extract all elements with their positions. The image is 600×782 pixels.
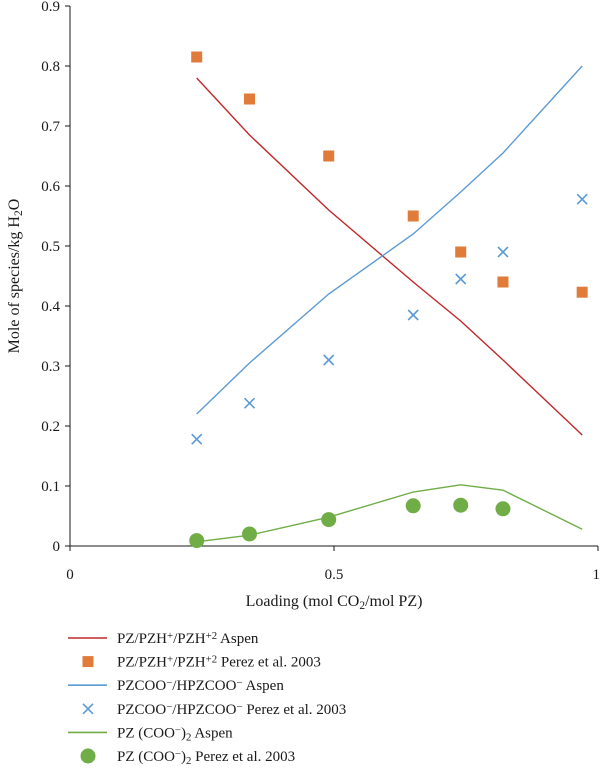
legend-item: PZ (COO−)2 Aspen (68, 724, 233, 743)
data-point (242, 526, 258, 542)
data-point (497, 246, 509, 258)
series-line (196, 77, 583, 436)
legend-item: PZ (COO−)2 Perez et al. 2003 (80, 748, 295, 767)
x-tick-label: 0 (66, 567, 74, 583)
data-point (576, 193, 588, 205)
legend-label: PZ/PZH+/PZH+2 Perez et al. 2003 (117, 653, 321, 670)
legend: PZ/PZH+/PZH+2 Aspen PZ/PZH+/PZH+2 Perez e… (68, 630, 346, 767)
y-tick-label: 0.3 (41, 359, 60, 375)
data-point (405, 498, 421, 514)
series-5 (189, 497, 511, 549)
data-point (243, 397, 256, 409)
data-point (189, 533, 205, 549)
y-tick-label: 0.2 (41, 419, 60, 435)
data-point (244, 93, 256, 105)
y-ticks: 0 0.1 0.2 0.3 0.4 0.5 0.6 0.7 0.8 0.9 (41, 0, 70, 555)
data-point (407, 210, 419, 222)
series-line (196, 65, 583, 415)
data-point (453, 497, 469, 513)
legend-label: PZ/PZH+/PZH+2 Aspen (117, 630, 259, 647)
legend-item: PZ/PZH+/PZH+2 Aspen (68, 630, 259, 647)
data-point (407, 309, 419, 321)
data-point (191, 433, 203, 445)
data-point (497, 276, 509, 288)
series-2 (196, 65, 583, 415)
data-point (455, 246, 467, 258)
x-tick-label: 0.5 (325, 567, 344, 583)
y-tick-label: 0.6 (41, 179, 60, 195)
data-point (495, 501, 511, 517)
data-point (455, 273, 467, 285)
legend-item: PZCOO−/HPZCOO− Aspen (68, 677, 284, 694)
legend-swatch (80, 748, 96, 764)
legend-label: PZCOO−/HPZCOO− Aspen (117, 677, 284, 694)
data-point (191, 51, 203, 63)
y-tick-label: 0.9 (41, 0, 60, 15)
data-point (323, 150, 335, 162)
data-point (323, 354, 335, 366)
x-tick-label: 1 (593, 567, 600, 583)
legend-swatch (82, 703, 94, 715)
x-ticks: 0 0.5 1 (66, 546, 600, 583)
series-0 (196, 77, 583, 436)
y-tick-label: 0.7 (41, 119, 60, 135)
legend-label: PZ (COO−)2 Aspen (117, 724, 233, 743)
y-tick-label: 0.8 (41, 59, 60, 75)
legend-item: PZ/PZH+/PZH+2 Perez et al. 2003 (82, 653, 321, 671)
data-point (321, 512, 337, 528)
data-point (576, 286, 588, 298)
y-tick-label: 0 (53, 539, 61, 555)
legend-swatch (82, 656, 94, 668)
legend-item: PZCOO−/HPZCOO− Perez et al. 2003 (82, 700, 346, 718)
legend-label: PZ (COO−)2 Perez et al. 2003 (117, 748, 295, 767)
x-axis-label: Loading (mol CO2/mol PZ) (246, 593, 423, 612)
legend-label: PZCOO−/HPZCOO− Perez et al. 2003 (117, 700, 346, 717)
axes: 00.10.20.30.40.50.60.70.80.9 0 0.5 1 (41, 0, 600, 583)
y-tick-label: 0.5 (41, 239, 60, 255)
y-tick-label: 0.4 (41, 299, 60, 315)
y-axis-label: Mole of species/kg H2O (6, 199, 25, 354)
series-3 (191, 193, 588, 445)
plot-series (189, 51, 588, 549)
series-1 (191, 51, 588, 298)
y-tick-label: 0.1 (41, 479, 60, 495)
